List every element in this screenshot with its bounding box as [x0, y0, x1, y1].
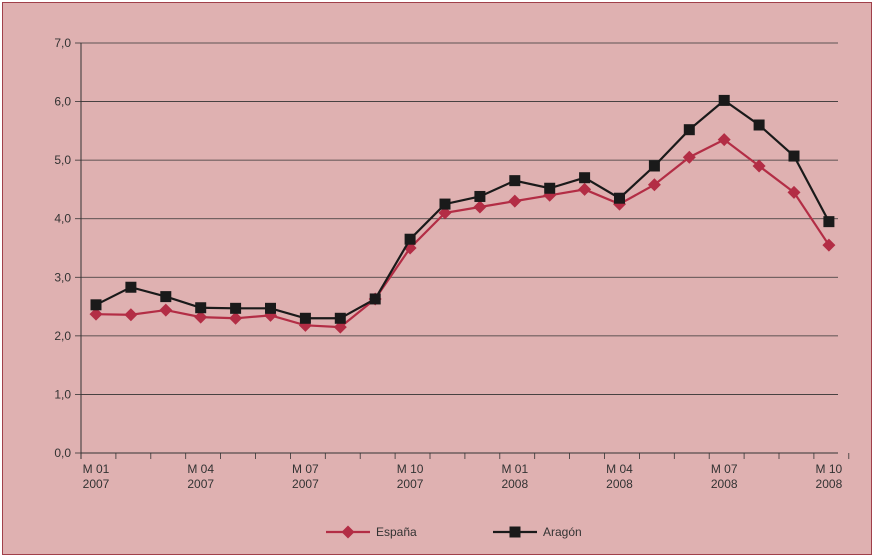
data-point-diamond	[229, 311, 243, 325]
legend-marker-diamond	[341, 525, 355, 539]
x-tick-label-year: 2008	[501, 477, 528, 491]
y-tick-label: 7,0	[54, 36, 71, 50]
data-point-diamond	[787, 185, 801, 199]
data-point-diamond	[194, 310, 208, 324]
x-tick-label-year: 2008	[711, 477, 738, 491]
data-point-square	[160, 291, 172, 303]
data-point-square	[544, 182, 556, 194]
x-tick-label-month: M 01	[83, 462, 110, 476]
data-point-diamond	[333, 320, 347, 334]
data-point-diamond	[752, 159, 766, 173]
legend-marker-square	[509, 526, 521, 538]
y-tick-label: 3,0	[54, 270, 71, 284]
data-point-square	[195, 302, 207, 314]
data-point-square	[823, 216, 835, 228]
data-point-diamond	[508, 194, 522, 208]
data-point-square	[334, 312, 346, 324]
series-line-Aragón	[95, 99, 830, 320]
x-tick-label-month: M 04	[187, 462, 214, 476]
y-tick-label: 2,0	[54, 329, 71, 343]
data-point-diamond	[682, 150, 696, 164]
y-tick-label: 4,0	[54, 212, 71, 226]
data-point-square	[474, 190, 486, 202]
data-point-diamond	[473, 200, 487, 214]
series-line-España	[95, 138, 830, 329]
y-tick-label: 1,0	[54, 387, 71, 401]
data-point-diamond	[822, 238, 836, 252]
data-point-diamond	[89, 307, 103, 321]
data-point-square	[718, 94, 730, 106]
data-point-diamond	[647, 178, 661, 192]
x-tick-label-month: M 10	[816, 462, 843, 476]
x-tick-label-month: M 01	[501, 462, 528, 476]
data-point-diamond	[717, 133, 731, 147]
x-tick-label-year: 2008	[816, 477, 843, 491]
data-point-diamond	[124, 308, 138, 322]
x-tick-label-month: M 07	[292, 462, 319, 476]
data-point-square	[614, 192, 625, 204]
data-point-square	[265, 302, 276, 314]
y-tick-label: 5,0	[54, 153, 71, 167]
x-tick-label-year: 2007	[83, 477, 110, 491]
data-point-square	[230, 302, 242, 314]
x-tick-label-month: M 04	[606, 462, 633, 476]
x-tick-label-year: 2007	[292, 477, 319, 491]
data-point-square	[788, 150, 800, 162]
data-point-square	[579, 172, 591, 184]
data-point-square	[299, 312, 311, 324]
data-point-diamond	[159, 303, 173, 317]
data-point-square	[369, 293, 381, 305]
data-point-square	[90, 299, 102, 311]
data-point-square	[509, 175, 521, 187]
y-tick-label: 0,0	[54, 446, 71, 460]
data-point-square	[683, 124, 695, 136]
x-tick-label-month: M 07	[711, 462, 738, 476]
x-tick-label-year: 2007	[187, 477, 214, 491]
data-point-diamond	[438, 206, 452, 220]
data-point-square	[648, 160, 660, 172]
y-tick-label: 6,0	[54, 95, 71, 109]
data-point-diamond	[578, 182, 592, 196]
legend-label: España	[376, 525, 417, 539]
data-point-square	[753, 119, 765, 131]
data-point-square	[439, 198, 451, 210]
x-tick-label-month: M 10	[397, 462, 424, 476]
legend-label: Aragón	[543, 525, 582, 539]
x-tick-label-year: 2007	[397, 477, 424, 491]
data-point-square	[404, 233, 416, 245]
x-tick-label-year: 2008	[606, 477, 633, 491]
data-point-square	[125, 281, 137, 293]
